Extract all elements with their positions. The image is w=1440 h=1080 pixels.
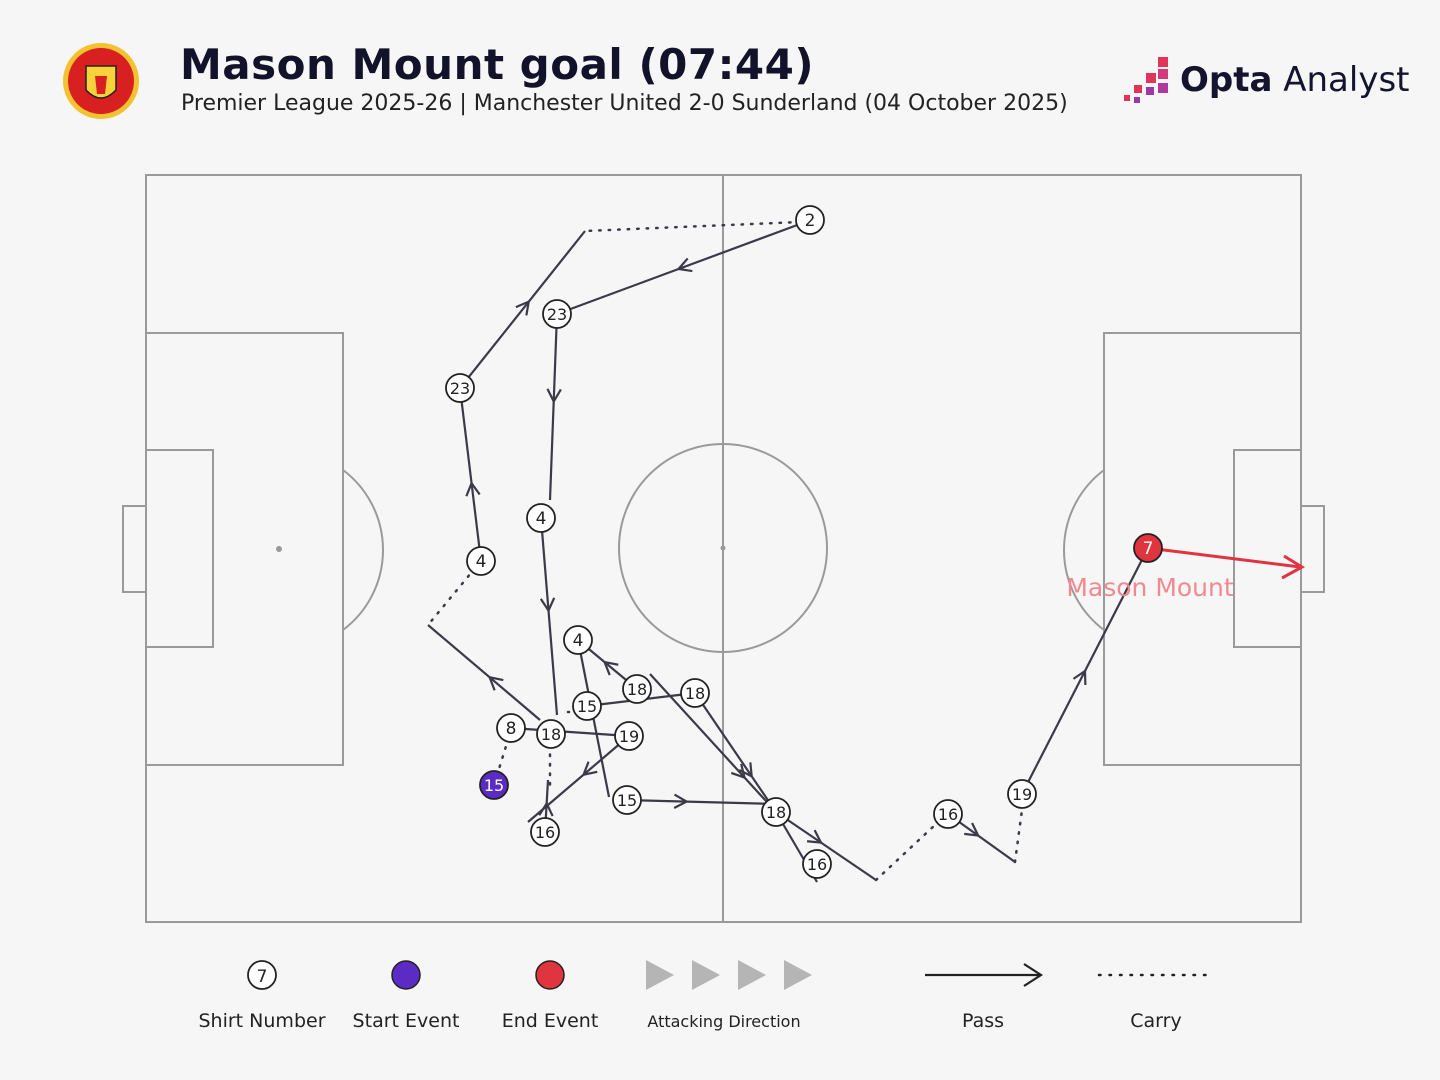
legend-end-icon: [535, 960, 565, 990]
player-node: 23: [542, 299, 572, 329]
opta-analyst-brand: Opta Analyst: [1180, 60, 1410, 100]
pass-line: [427, 624, 541, 721]
shirt-number: 18: [627, 680, 647, 699]
player-node: 18: [680, 678, 710, 708]
shirt-number: 4: [573, 631, 584, 651]
shirt-number: 15: [577, 697, 597, 716]
player-node: 15: [479, 770, 509, 800]
pass-line: [694, 692, 777, 813]
pass-arrowhead: [1072, 668, 1087, 686]
pass-arrowhead: [515, 299, 531, 316]
shirt-number: 7: [1143, 539, 1154, 559]
pass-line: [649, 673, 777, 813]
pass-line: [626, 798, 777, 806]
carry-line: [426, 559, 483, 627]
scorer-label: Mason Mount: [1066, 573, 1234, 602]
legend-shirt-icon: [247, 960, 277, 990]
shirt-number: 4: [536, 509, 547, 529]
legend-start-event: Start Event: [352, 1010, 460, 1032]
player-node: 4: [563, 625, 593, 655]
pass-arrowhead: [964, 822, 981, 837]
player-node: 7: [1133, 533, 1163, 563]
pass-arrowhead: [730, 763, 747, 780]
attacking-direction-arrows-icon: [646, 960, 812, 990]
legend-pass-arrow-icon: [925, 963, 1044, 987]
shirt-number: 4: [476, 552, 487, 572]
player-node: 4: [466, 546, 496, 576]
player-node: 2: [795, 205, 825, 235]
shirt-number: 16: [535, 823, 555, 842]
shirt-number: 16: [807, 855, 827, 874]
pass-arrowhead: [546, 388, 562, 404]
pass-line: [548, 313, 559, 501]
svg-text:7: 7: [257, 967, 268, 987]
shirt-number: 18: [766, 803, 786, 822]
pass-arrowhead: [581, 761, 598, 777]
player-node: 4: [526, 503, 556, 533]
manchester-united-crest-icon: [63, 43, 139, 119]
shot-line: [1147, 546, 1301, 569]
player-node: 16: [802, 849, 832, 879]
player-node: 15: [572, 691, 602, 721]
legend-shirt-number: Shirt Number: [198, 1010, 326, 1032]
pass-line: [458, 387, 483, 562]
pass-line: [775, 811, 877, 881]
shirt-number: 2: [805, 211, 816, 231]
legend-start-icon: [391, 960, 421, 990]
legend-attacking-direction: Attacking Direction: [647, 1012, 801, 1031]
pass-arrowhead: [602, 660, 619, 676]
player-node: 8: [496, 713, 526, 743]
shirt-number: 23: [547, 305, 567, 324]
shirt-number: 18: [685, 684, 705, 703]
player-node: 15: [612, 785, 642, 815]
player-node: 19: [614, 721, 644, 751]
shirt-number: 18: [541, 725, 561, 744]
shot-arrowhead: [1281, 554, 1305, 580]
legend-end-event: End Event: [501, 1010, 599, 1032]
carry-line: [583, 220, 802, 233]
legend-carry: Carry: [1130, 1010, 1182, 1032]
player-node: 18: [536, 719, 566, 749]
opta-logo-icon: [1124, 57, 1168, 103]
legend-pass: Pass: [961, 1010, 1005, 1032]
pass-arrowhead: [487, 675, 504, 691]
player-node: 16: [530, 817, 560, 847]
shirt-number: 15: [617, 791, 637, 810]
pass-arrowhead: [539, 597, 556, 613]
carry-line: [1013, 808, 1024, 864]
shirt-number: 19: [1012, 785, 1032, 804]
shirt-number: 23: [450, 379, 470, 398]
pass-arrowhead: [806, 829, 823, 844]
pass-line: [459, 230, 586, 389]
pass-arrowhead: [673, 793, 689, 809]
shirt-number: 15: [484, 776, 504, 795]
pass-line: [539, 517, 559, 716]
pass-arrowhead: [465, 480, 481, 497]
shirt-number: 19: [619, 727, 639, 746]
player-node: 19: [1007, 779, 1037, 809]
pass-arrowhead: [538, 801, 554, 817]
player-node: 23: [445, 373, 475, 403]
player-node: 18: [761, 797, 791, 827]
shirt-number: 8: [506, 719, 517, 739]
page-title: Mason Mount goal (07:44): [180, 40, 815, 89]
carry-line: [874, 823, 937, 882]
pass-arrowhead: [676, 257, 693, 273]
player-node: 18: [622, 674, 652, 704]
player-node: 16: [933, 799, 963, 829]
shirt-number: 16: [938, 805, 958, 824]
page-subtitle: Premier League 2025-26 | Manchester Unit…: [181, 91, 1068, 116]
club-logo: [58, 38, 144, 128]
pass-line: [510, 726, 630, 738]
